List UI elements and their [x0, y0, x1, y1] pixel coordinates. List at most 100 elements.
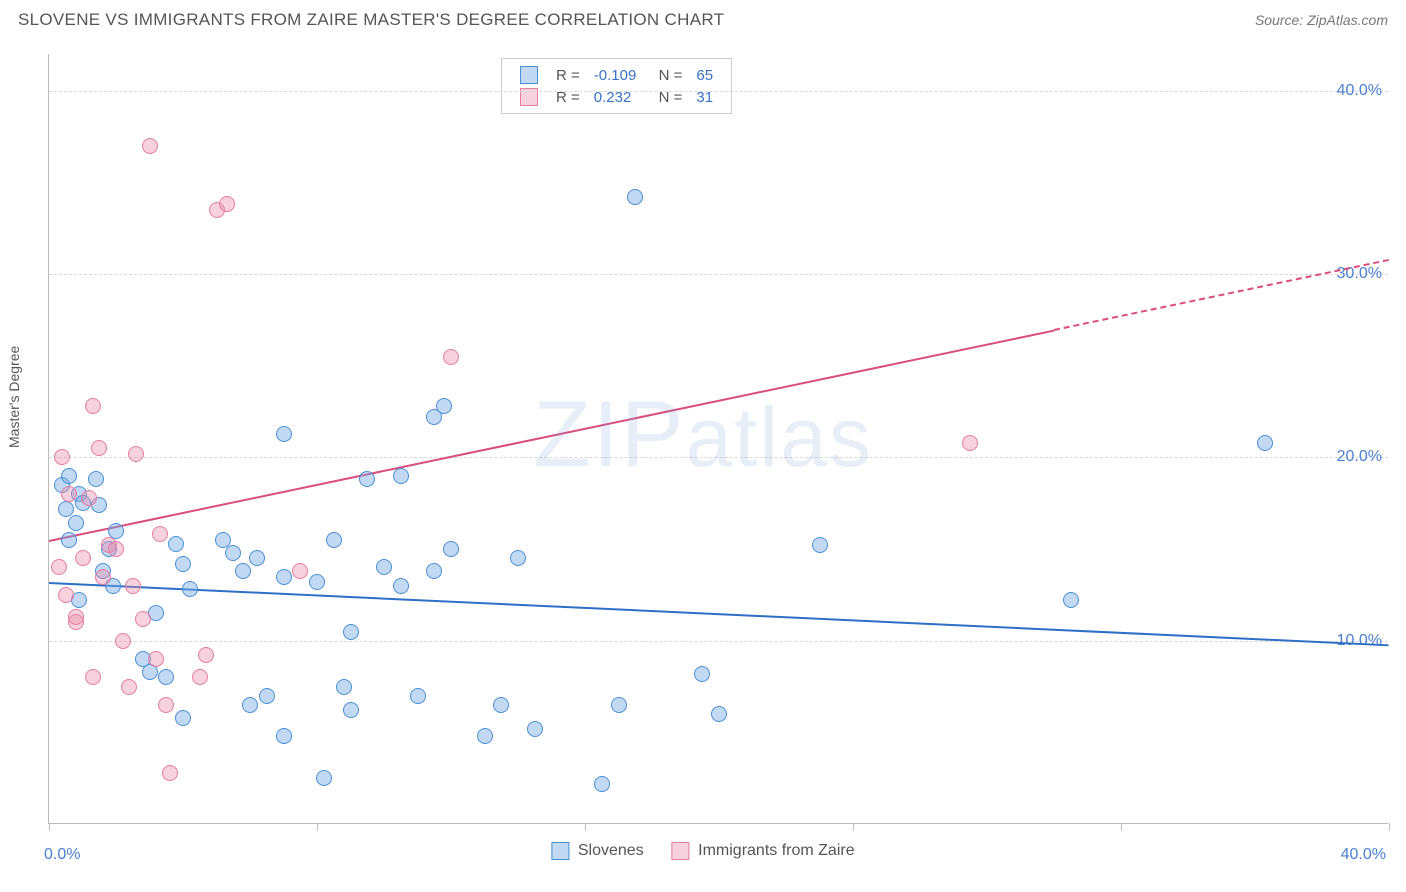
data-point [627, 189, 643, 205]
data-point [443, 349, 459, 365]
data-point [91, 440, 107, 456]
data-point [309, 574, 325, 590]
y-tick-label: 10.0% [1337, 632, 1382, 650]
legend-item: Immigrants from Zaire [672, 842, 855, 859]
data-point [527, 721, 543, 737]
data-point [142, 138, 158, 154]
gridline [49, 457, 1388, 458]
data-point [276, 426, 292, 442]
correlation-legend: R =-0.109 N =65R =0.232 N =31 [501, 58, 732, 114]
data-point [594, 776, 610, 792]
data-point [68, 609, 84, 625]
data-point [128, 446, 144, 462]
data-point [426, 563, 442, 579]
x-tick [1389, 823, 1390, 831]
x-tick [49, 823, 50, 831]
data-point [510, 550, 526, 566]
legend-label: Immigrants from Zaire [698, 842, 854, 859]
x-tick [853, 823, 854, 831]
gridline [49, 91, 1388, 92]
chart-title: SLOVENE VS IMMIGRANTS FROM ZAIRE MASTER'… [18, 10, 724, 30]
data-point [393, 578, 409, 594]
data-point [343, 702, 359, 718]
data-point [58, 587, 74, 603]
data-point [276, 569, 292, 585]
legend-label: Slovenes [578, 842, 644, 859]
legend-swatch [551, 842, 569, 860]
data-point [88, 471, 104, 487]
data-point [192, 669, 208, 685]
data-point [359, 471, 375, 487]
data-point [276, 728, 292, 744]
data-point [175, 710, 191, 726]
x-tick [585, 823, 586, 831]
data-point [393, 468, 409, 484]
data-point [121, 679, 137, 695]
data-point [242, 697, 258, 713]
data-point [68, 515, 84, 531]
data-point [175, 556, 191, 572]
data-point [326, 532, 342, 548]
data-point [54, 449, 70, 465]
legend-swatch [520, 66, 538, 84]
data-point [694, 666, 710, 682]
header: SLOVENE VS IMMIGRANTS FROM ZAIRE MASTER'… [0, 0, 1406, 36]
gridline [49, 641, 1388, 642]
y-axis-title: Master's Degree [6, 346, 22, 448]
x-tick [1121, 823, 1122, 831]
data-point [158, 697, 174, 713]
data-point [95, 569, 111, 585]
data-point [75, 550, 91, 566]
legend-r-label: R = [550, 65, 586, 85]
data-point [292, 563, 308, 579]
data-point [168, 536, 184, 552]
trend-line [49, 582, 1389, 646]
legend-item: Slovenes [551, 842, 643, 859]
data-point [61, 532, 77, 548]
data-point [376, 559, 392, 575]
data-point [115, 633, 131, 649]
data-point [108, 541, 124, 557]
trend-line [1054, 259, 1389, 331]
data-point [225, 545, 241, 561]
data-point [51, 559, 67, 575]
data-point [58, 501, 74, 517]
data-point [493, 697, 509, 713]
data-point [443, 541, 459, 557]
y-tick-label: 40.0% [1337, 82, 1382, 100]
data-point [436, 398, 452, 414]
data-point [108, 523, 124, 539]
trend-line [49, 329, 1054, 541]
data-point [343, 624, 359, 640]
x-tick [317, 823, 318, 831]
x-axis-min-label: 0.0% [44, 846, 80, 864]
source-attribution: Source: ZipAtlas.com [1255, 12, 1388, 28]
data-point [1257, 435, 1273, 451]
data-point [135, 611, 151, 627]
series-legend: Slovenes Immigrants from Zaire [537, 842, 868, 860]
data-point [215, 532, 231, 548]
data-point [711, 706, 727, 722]
data-point [148, 651, 164, 667]
data-point [198, 647, 214, 663]
data-point [611, 697, 627, 713]
data-point [158, 669, 174, 685]
data-point [259, 688, 275, 704]
data-point [152, 526, 168, 542]
data-point [61, 486, 77, 502]
data-point [182, 581, 198, 597]
data-point [162, 765, 178, 781]
data-point [812, 537, 828, 553]
data-point [125, 578, 141, 594]
data-point [85, 398, 101, 414]
legend-swatch [672, 842, 690, 860]
data-point [85, 669, 101, 685]
data-point [81, 490, 97, 506]
x-axis-max-label: 40.0% [1341, 846, 1386, 864]
data-point [1063, 592, 1079, 608]
legend-n-label: N = [644, 65, 688, 85]
data-point [316, 770, 332, 786]
y-tick-label: 20.0% [1337, 448, 1382, 466]
legend-r-value: -0.109 [588, 65, 643, 85]
gridline [49, 274, 1388, 275]
